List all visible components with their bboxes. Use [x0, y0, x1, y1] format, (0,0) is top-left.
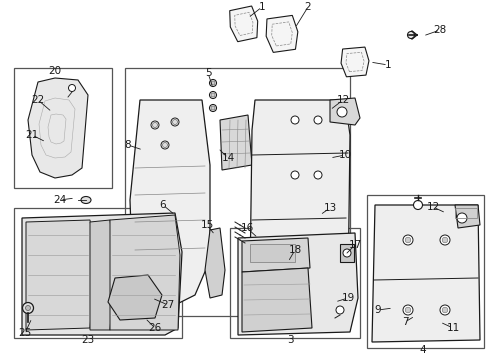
Polygon shape [265, 15, 297, 53]
Text: 1: 1 [384, 60, 390, 70]
Circle shape [152, 122, 157, 127]
Text: 18: 18 [288, 245, 301, 255]
Polygon shape [329, 98, 359, 125]
Circle shape [405, 307, 410, 313]
Text: 12: 12 [426, 202, 439, 212]
Circle shape [171, 118, 179, 126]
Circle shape [209, 91, 216, 99]
Text: 6: 6 [160, 200, 166, 210]
Text: 20: 20 [48, 66, 61, 76]
Text: 10: 10 [338, 150, 351, 160]
Circle shape [209, 104, 216, 112]
Text: 17: 17 [347, 240, 361, 250]
Circle shape [342, 249, 350, 257]
Text: 13: 13 [323, 203, 336, 213]
Circle shape [210, 81, 215, 85]
Circle shape [290, 116, 298, 124]
Text: 21: 21 [25, 130, 39, 140]
Circle shape [22, 302, 34, 314]
Polygon shape [371, 205, 479, 342]
Polygon shape [238, 233, 357, 335]
Circle shape [456, 213, 466, 223]
Circle shape [290, 171, 298, 179]
Text: 28: 28 [432, 25, 446, 35]
Text: 12: 12 [336, 95, 349, 105]
Circle shape [25, 306, 30, 310]
Text: 23: 23 [81, 335, 95, 345]
Text: 2: 2 [304, 2, 311, 12]
Text: 16: 16 [240, 223, 253, 233]
Polygon shape [108, 275, 162, 320]
Polygon shape [22, 213, 182, 335]
Bar [229, 228, 359, 338]
Text: 24: 24 [53, 195, 66, 205]
Circle shape [162, 143, 167, 148]
Circle shape [405, 237, 410, 243]
Circle shape [413, 201, 422, 210]
Text: 1: 1 [258, 2, 265, 12]
Polygon shape [454, 205, 479, 228]
Circle shape [172, 120, 177, 125]
Text: 4: 4 [419, 345, 426, 355]
Text: 7: 7 [401, 317, 407, 327]
Circle shape [68, 85, 75, 91]
Circle shape [407, 31, 414, 39]
Bar [14, 208, 182, 338]
Text: 5: 5 [204, 68, 211, 78]
Bar [366, 195, 483, 348]
Circle shape [313, 171, 321, 179]
Circle shape [402, 235, 412, 245]
Polygon shape [110, 215, 180, 330]
Polygon shape [90, 220, 115, 330]
Polygon shape [340, 47, 368, 77]
Circle shape [313, 116, 321, 124]
Circle shape [209, 80, 216, 86]
Circle shape [151, 121, 159, 129]
Polygon shape [242, 268, 311, 332]
Text: 22: 22 [31, 95, 44, 105]
Polygon shape [130, 100, 209, 305]
Polygon shape [249, 100, 349, 310]
Text: 27: 27 [161, 300, 174, 310]
Circle shape [335, 306, 343, 314]
Bar [339, 244, 353, 262]
Circle shape [161, 141, 169, 149]
Polygon shape [220, 115, 251, 170]
Text: 3: 3 [286, 335, 293, 345]
Circle shape [439, 305, 449, 315]
Bar [14, 68, 112, 188]
Bar [125, 68, 349, 316]
Bar [249, 244, 294, 262]
Circle shape [210, 93, 215, 97]
Circle shape [210, 106, 215, 110]
Circle shape [336, 107, 346, 117]
Polygon shape [28, 78, 88, 178]
Text: 9: 9 [374, 305, 381, 315]
Text: 25: 25 [19, 328, 32, 338]
Polygon shape [229, 6, 257, 42]
Circle shape [441, 307, 447, 313]
Ellipse shape [81, 197, 91, 203]
Text: 26: 26 [148, 323, 162, 333]
Text: 19: 19 [341, 293, 354, 303]
Polygon shape [242, 238, 309, 272]
Text: 15: 15 [200, 220, 213, 230]
Polygon shape [204, 228, 224, 298]
Circle shape [402, 305, 412, 315]
Text: 8: 8 [124, 140, 131, 150]
Circle shape [441, 237, 447, 243]
Circle shape [439, 235, 449, 245]
Bar [454, 208, 476, 218]
Text: 14: 14 [221, 153, 234, 163]
Polygon shape [26, 220, 95, 330]
Text: 11: 11 [446, 323, 459, 333]
Circle shape [290, 246, 298, 254]
